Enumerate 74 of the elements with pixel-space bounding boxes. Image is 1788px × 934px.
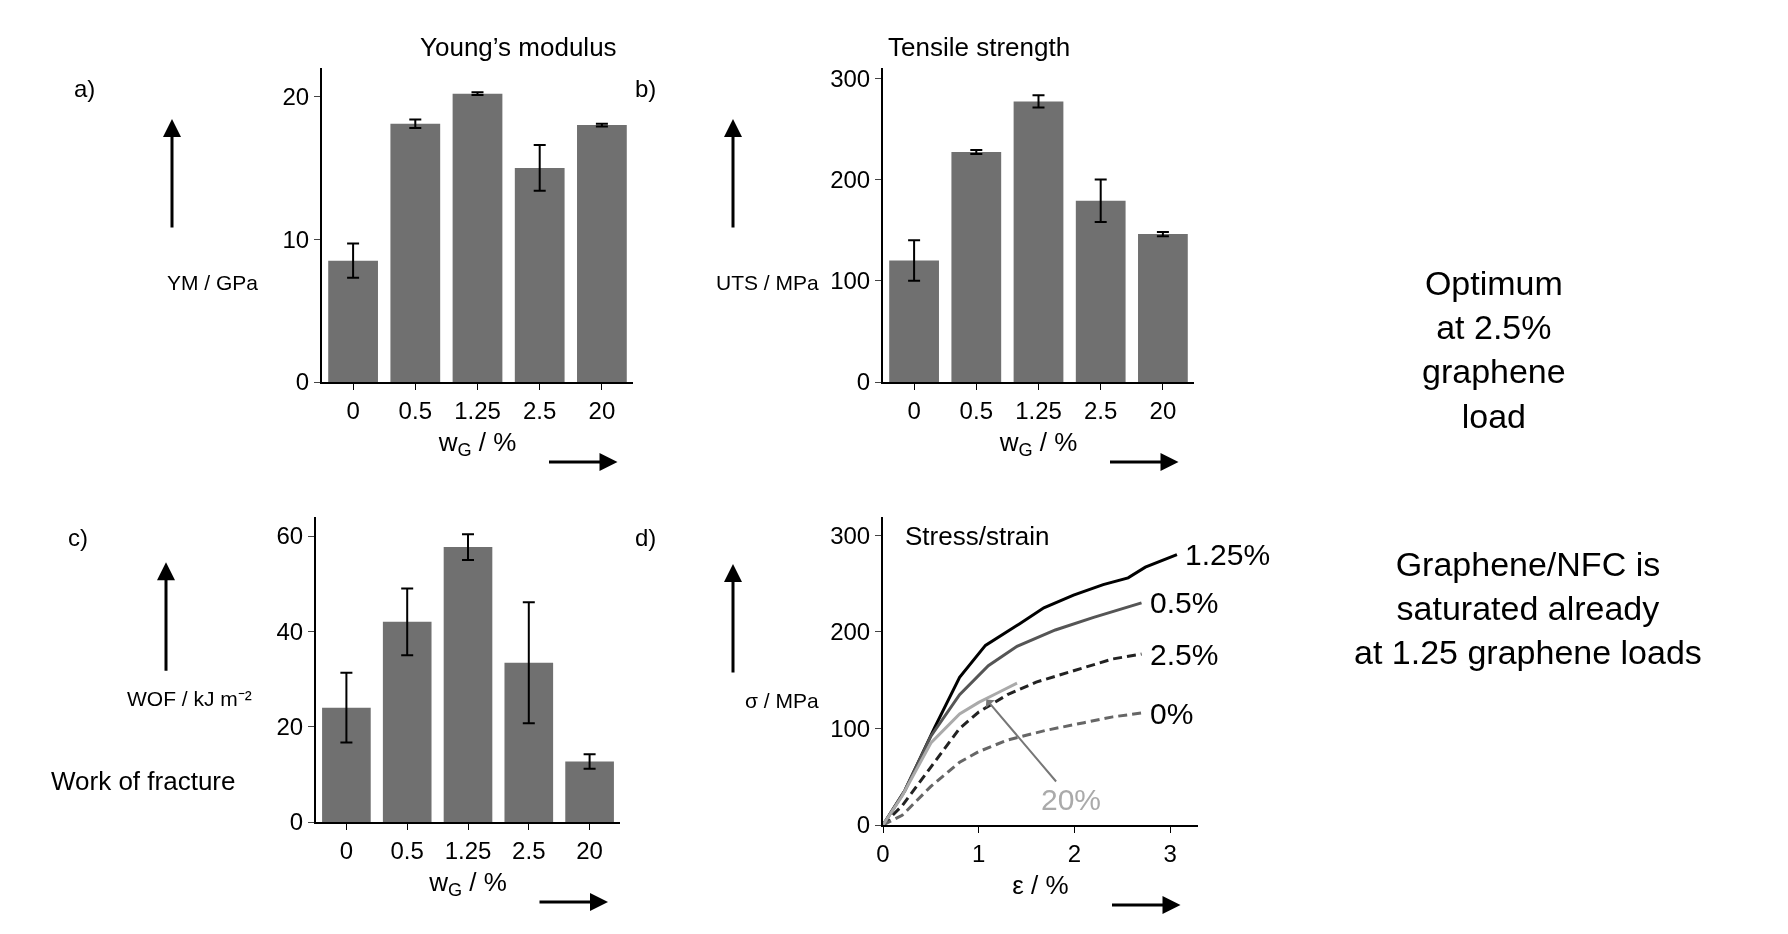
chart-title: Stress/strain <box>905 521 1050 551</box>
x-tick-label: 2 <box>1067 839 1082 867</box>
x-tick-label: 2.5 <box>512 836 546 864</box>
x-tick-label: 20 <box>588 396 616 424</box>
y-tick-label: 60 <box>276 522 304 550</box>
bar <box>443 547 493 822</box>
text: Graphene/NFC is saturated already at 1.25 graphene loads <box>1354 545 1702 672</box>
x-axis-title: w$_{G}$ / % <box>437 427 517 461</box>
y-tick-label: 10 <box>282 225 310 253</box>
bar <box>504 662 554 822</box>
y-tick-label: 300 <box>830 521 871 549</box>
y-tick-label: 100 <box>830 267 871 295</box>
y-tick-label: 0 <box>856 811 871 839</box>
x-tick-label: 0 <box>346 396 360 424</box>
y-tick-label: 0 <box>289 808 304 836</box>
annotation: 0.5% <box>1150 586 1219 619</box>
x-tick-label: 1.25 <box>454 396 501 424</box>
chart-title: Tensile strength <box>888 32 1071 62</box>
bar <box>577 125 627 382</box>
y-axis-title: UTS / MPa <box>716 271 819 294</box>
bar <box>1013 101 1064 382</box>
bar <box>951 152 1002 382</box>
chart-title: Young’s modulus <box>420 32 617 62</box>
x-tick-label: 1 <box>972 839 986 867</box>
x-tick-label: 1.25 <box>1015 396 1062 424</box>
line-series <box>883 711 1144 825</box>
x-tick-label: 0 <box>339 836 354 864</box>
y-tick-label: 20 <box>276 713 304 741</box>
x-tick-label: 1.25 <box>444 836 492 864</box>
y-axis-title: YM / GPa <box>167 271 259 294</box>
bar <box>390 123 441 382</box>
bar <box>452 93 503 382</box>
bar <box>322 707 371 822</box>
x-tick-label: 20 <box>1149 396 1177 424</box>
annotation: 0% <box>1150 697 1194 730</box>
y-tick-label: 200 <box>830 165 871 193</box>
y-axis-title: σ / MPa <box>745 689 819 712</box>
x-axis-title: ε / % <box>1012 870 1069 900</box>
x-tick-label: 20 <box>576 836 603 864</box>
bar <box>1138 234 1188 382</box>
annotation: 2.5% <box>1150 638 1219 671</box>
y-tick-label: 40 <box>276 617 304 645</box>
x-tick-label: 0 <box>907 396 921 424</box>
y-tick-label: 0 <box>856 368 871 396</box>
y-tick-label: 100 <box>830 714 871 742</box>
y-axis-title: WOF / kJ m⁻² <box>127 687 252 710</box>
x-axis-title: w$_{G}$ / % <box>998 427 1078 461</box>
text: d) <box>635 524 657 551</box>
bar <box>328 260 378 382</box>
x-tick-label: 0.5 <box>390 836 424 864</box>
annotation: 20% <box>1041 783 1102 816</box>
text: Optimum at 2.5% graphene load <box>1422 264 1566 435</box>
bar <box>1075 200 1126 382</box>
text: c) <box>68 524 88 551</box>
text: Work of fracture <box>51 766 236 796</box>
line-series <box>883 681 1019 825</box>
bar <box>382 621 432 822</box>
bar <box>889 260 939 382</box>
x-tick-label: 0.5 <box>398 396 432 424</box>
y-tick-label: 300 <box>830 64 871 92</box>
bar <box>565 761 614 822</box>
x-tick-label: 2.5 <box>523 396 557 424</box>
bar <box>514 167 565 382</box>
text: b) <box>635 75 657 102</box>
x-tick-label: 2.5 <box>1084 396 1118 424</box>
x-axis-title: w$_{G}$ / % <box>428 867 507 901</box>
y-tick-label: 0 <box>295 368 310 396</box>
x-tick-label: 0 <box>876 839 890 867</box>
text: a) <box>74 75 96 102</box>
x-tick-label: 0.5 <box>959 396 993 424</box>
x-tick-label: 3 <box>1163 839 1177 867</box>
y-tick-label: 20 <box>282 82 310 110</box>
annotation: 1.25% <box>1185 538 1271 571</box>
y-tick-label: 200 <box>830 618 871 646</box>
